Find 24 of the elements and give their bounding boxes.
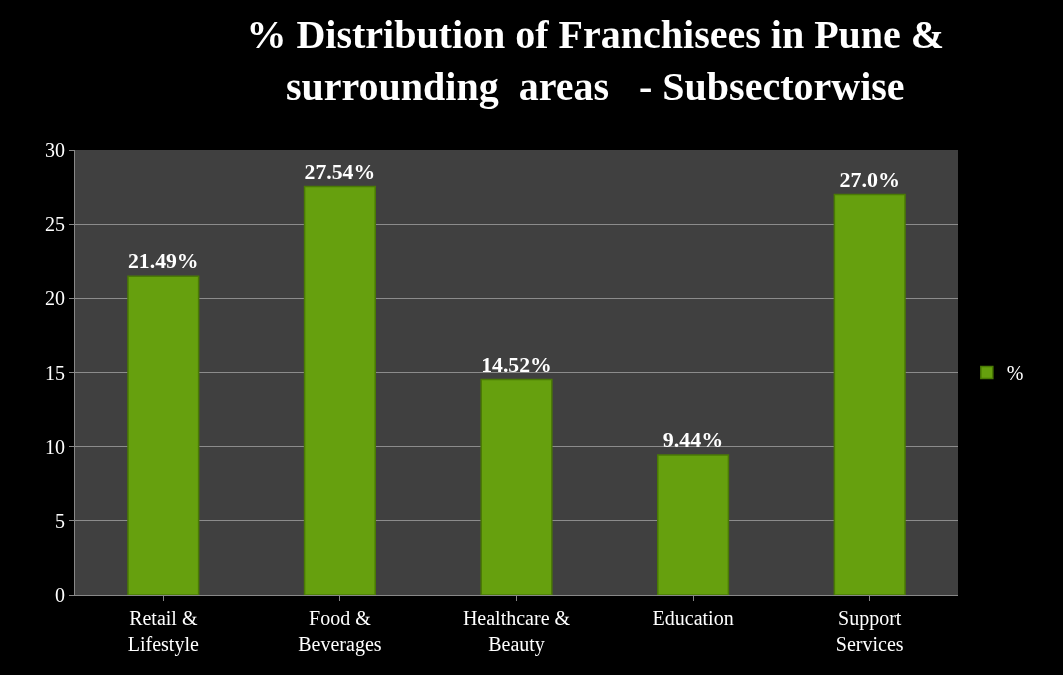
y-tick-label: 15 (45, 361, 65, 384)
bar (127, 275, 200, 595)
y-tick-label: 20 (45, 287, 65, 310)
x-tick-label: Support Services (835, 607, 904, 655)
bar (833, 193, 906, 595)
chart-title: % Distribution of Franchisees in Pune & surrounding areas - Subsectorwise (246, 12, 945, 109)
x-tick-label: Education (652, 607, 734, 629)
bar (303, 185, 376, 595)
y-tick-label: 0 (55, 584, 65, 606)
data-label: 27.0% (839, 166, 900, 192)
data-label: 14.52% (481, 352, 552, 377)
x-tick-label: Retail & Lifestyle (127, 607, 199, 656)
bar (657, 454, 730, 595)
x-tick-label: Healthcare & Beauty (462, 607, 571, 656)
data-label: 27.54% (304, 159, 376, 184)
x-tick-label: Food & Beverages (298, 607, 382, 656)
data-label: 9.44% (662, 426, 724, 452)
y-tick-label: 10 (45, 435, 65, 458)
y-tick-label: 5 (55, 509, 65, 532)
y-tick-label: 30 (45, 139, 65, 161)
bar (480, 378, 553, 595)
legend-label: % (1006, 362, 1024, 385)
data-label: 21.49% (128, 249, 199, 274)
y-tick-label: 25 (45, 213, 65, 236)
